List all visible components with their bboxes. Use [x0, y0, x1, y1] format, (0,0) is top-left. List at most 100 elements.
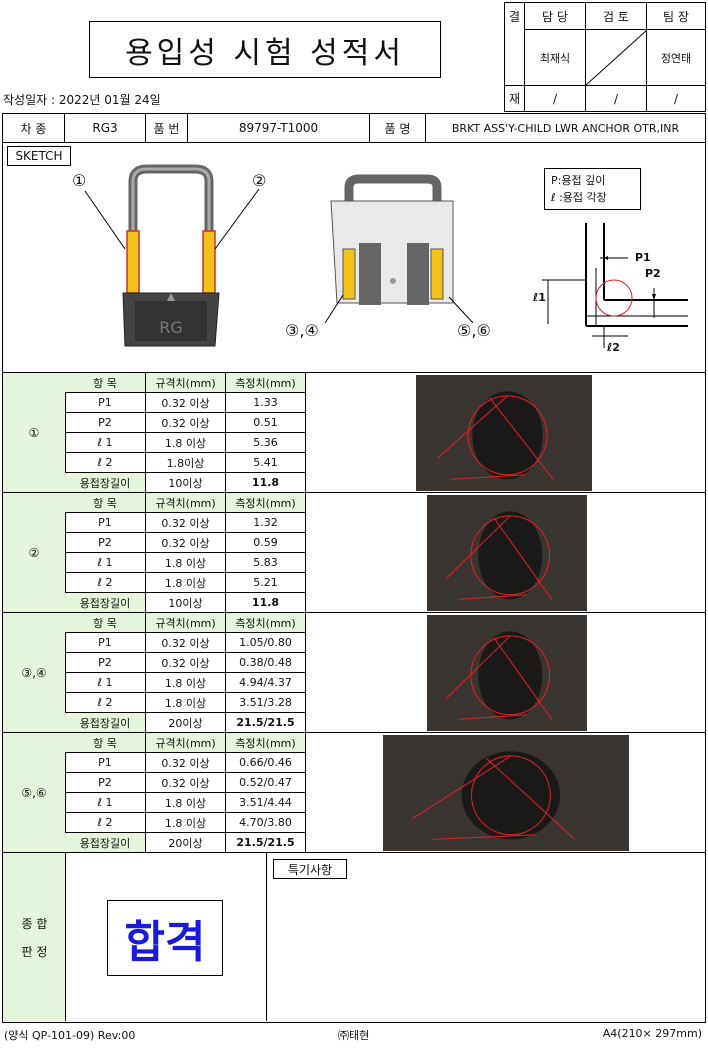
row-spec: 1.8 이상 — [146, 693, 226, 713]
part-name-value: BRKT ASS'Y-CHILD LWR ANCHOR OTR,INR — [451, 121, 680, 135]
legend-box: P:용접 깊이 ℓ :용접 각장 — [544, 168, 641, 210]
row-item: P1 — [65, 753, 146, 773]
label-p2: P2 — [645, 267, 661, 280]
part-no-label: 품 번 — [146, 114, 188, 142]
row-spec: 1.8 이상 — [146, 793, 226, 813]
table-header-measured: 측정치(mm) — [226, 373, 306, 393]
group-id-cell: ③,④ — [3, 613, 66, 732]
document-title-box: 용입성 시험 성적서 — [89, 21, 441, 78]
row-item: ℓ 1 — [65, 793, 146, 813]
row-value: 0.51 — [226, 413, 306, 433]
remarks-label: 특기사항 — [273, 859, 347, 879]
group-id-cell: ② — [3, 493, 66, 612]
approval-block: 결 재 담 당 검 토 팀 장 최재식 정연태 / / / — [504, 2, 706, 112]
row-item: 용접장길이 — [65, 713, 146, 732]
bracket-rear-drawing — [324, 174, 474, 323]
row-item: P1 — [65, 393, 146, 413]
footer-form-code: (양식 QP-101-09) Rev:00 — [4, 1029, 136, 1042]
row-spec: 1.8 이상 — [146, 813, 226, 833]
part-name-label: 품 명 — [370, 114, 426, 142]
row-value: 1.05/0.80 — [226, 633, 306, 653]
row-value: 5.83 — [226, 553, 306, 573]
measurement-group: ⑤,⑥ 항 목 규격치(mm) 측정치(mm) P1 0.32 이상 0.66/0.46 P2… — [2, 733, 706, 853]
table-header-item: 항 목 — [65, 613, 146, 633]
weld-measure-overlay — [383, 735, 629, 851]
row-item: ℓ 2 — [65, 453, 146, 473]
table-header-measured: 측정치(mm) — [226, 613, 306, 633]
footer-paper-size: A4(210× 297mm) — [602, 1027, 702, 1040]
measurement-group: ③,④ 항 목 규격치(mm) 측정치(mm) P1 0.32 이상 1.05/0.80 P2… — [2, 613, 706, 733]
row-value: 4.94/4.37 — [226, 673, 306, 693]
row-item: P2 — [65, 533, 146, 553]
row-value: 4.70/3.80 — [226, 813, 306, 833]
approval-date-1: / — [525, 85, 586, 111]
row-item: ℓ 1 — [65, 673, 146, 693]
row-value: 5.41 — [226, 453, 306, 473]
row-spec: 0.32 이상 — [146, 753, 226, 773]
row-spec: 0.32 이상 — [146, 413, 226, 433]
verdict-label-bottom: 판 정 — [21, 945, 48, 959]
legend-l: ℓ :용접 각장 — [551, 191, 607, 204]
footer-company: ㈜태현 — [338, 1029, 370, 1042]
row-spec: 1.8 이상 — [146, 433, 226, 453]
row-item: ℓ 2 — [65, 573, 146, 593]
row-spec: 1.8 이상 — [146, 673, 226, 693]
row-item: 용접장길이 — [65, 833, 146, 852]
approval-signature-1: 최재식 — [525, 30, 586, 85]
row-value: 11.8 — [226, 473, 306, 492]
row-item: P2 — [65, 653, 146, 673]
row-spec: 0.32 이상 — [146, 393, 226, 413]
row-item: 용접장길이 — [65, 593, 146, 612]
row-value: 1.33 — [226, 393, 306, 413]
weld-measure-overlay — [427, 615, 587, 731]
row-spec: 0.32 이상 — [146, 773, 226, 793]
verdict-label-cell: 종 합 판 정 — [3, 853, 66, 1021]
table-header-spec: 규격치(mm) — [146, 613, 226, 633]
svg-text:RG: RG — [159, 318, 183, 337]
row-spec: 1.8이상 — [146, 453, 226, 473]
row-item: ℓ 1 — [65, 433, 146, 453]
row-spec: 1.8 이상 — [146, 573, 226, 593]
sketch-area: SKETCH RG ① ② ③,④ ⑤,⑥ P:용접 깊이 ℓ :용접 각장 — [2, 143, 706, 373]
row-item: 용접장길이 — [65, 473, 146, 492]
table-header-spec: 규격치(mm) — [146, 373, 226, 393]
row-item: ℓ 2 — [65, 813, 146, 833]
group-id-cell: ① — [3, 373, 66, 492]
approval-header-1: 담 당 — [525, 3, 586, 30]
row-spec: 0.32 이상 — [146, 653, 226, 673]
table-header-item: 항 목 — [65, 733, 146, 753]
verdict-result-box: 합격 — [107, 900, 223, 976]
row-spec: 20이상 — [146, 713, 226, 732]
row-value: 3.51/3.28 — [226, 693, 306, 713]
verdict-section: 종 합 판 정 합격 특기사항 — [2, 853, 706, 1023]
row-item: P1 — [65, 513, 146, 533]
table-header-spec: 규격치(mm) — [146, 493, 226, 513]
created-date: 작성일자 : 2022년 01월 24일 — [3, 93, 161, 107]
row-item: ℓ 2 — [65, 693, 146, 713]
label-p1: P1 — [635, 251, 651, 264]
approval-header-3: 팀 장 — [647, 3, 705, 30]
row-item: ℓ 1 — [65, 553, 146, 573]
weld-cross-section-photo — [427, 495, 587, 611]
info-row: 차 종 RG3 품 번 89797-T1000 품 명 BRKT ASS'Y-C… — [2, 113, 706, 143]
row-spec: 20이상 — [146, 833, 226, 852]
row-item: P2 — [65, 773, 146, 793]
row-spec: 1.8 이상 — [146, 553, 226, 573]
row-value: 21.5/21.5 — [226, 833, 306, 852]
document-title: 용입성 시험 성적서 — [125, 35, 405, 71]
row-value: 5.36 — [226, 433, 306, 453]
marker-2: ② — [252, 171, 267, 190]
weld-measure-overlay — [427, 495, 587, 611]
label-l2: ℓ2 — [607, 341, 620, 354]
weld-measure-overlay — [416, 375, 592, 491]
row-value: 0.52/0.47 — [226, 773, 306, 793]
row-spec: 0.32 이상 — [146, 513, 226, 533]
row-value: 3.51/4.44 — [226, 793, 306, 813]
marker-1: ① — [72, 171, 87, 190]
approval-signature-3: 정연태 — [660, 51, 692, 65]
row-spec: 10이상 — [146, 473, 226, 492]
marker-5-6: ⑤,⑥ — [457, 321, 491, 340]
